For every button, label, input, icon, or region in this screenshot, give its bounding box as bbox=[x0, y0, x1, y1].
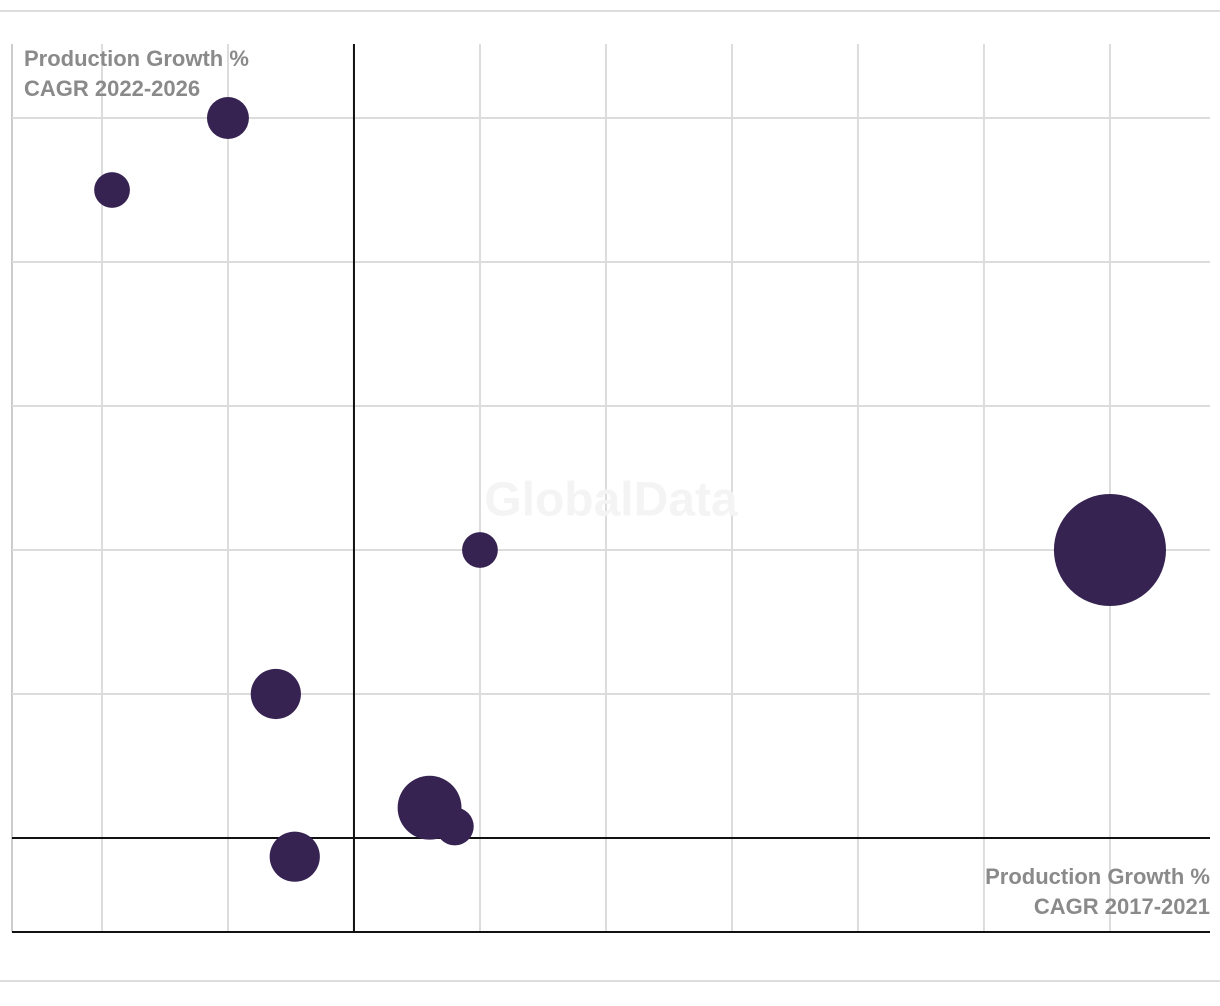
bubble bbox=[435, 807, 474, 846]
bubble bbox=[269, 831, 320, 882]
x-axis-title: Production Growth % CAGR 2017-2021 bbox=[985, 864, 1210, 919]
bubble bbox=[250, 668, 301, 720]
bubble bbox=[1053, 493, 1166, 607]
y-axis-title: Production Growth % CAGR 2022-2026 bbox=[24, 46, 249, 101]
bubble bbox=[206, 97, 249, 139]
bubble bbox=[462, 532, 498, 568]
bubble bbox=[94, 172, 130, 208]
watermark: GlobalData bbox=[484, 474, 738, 527]
